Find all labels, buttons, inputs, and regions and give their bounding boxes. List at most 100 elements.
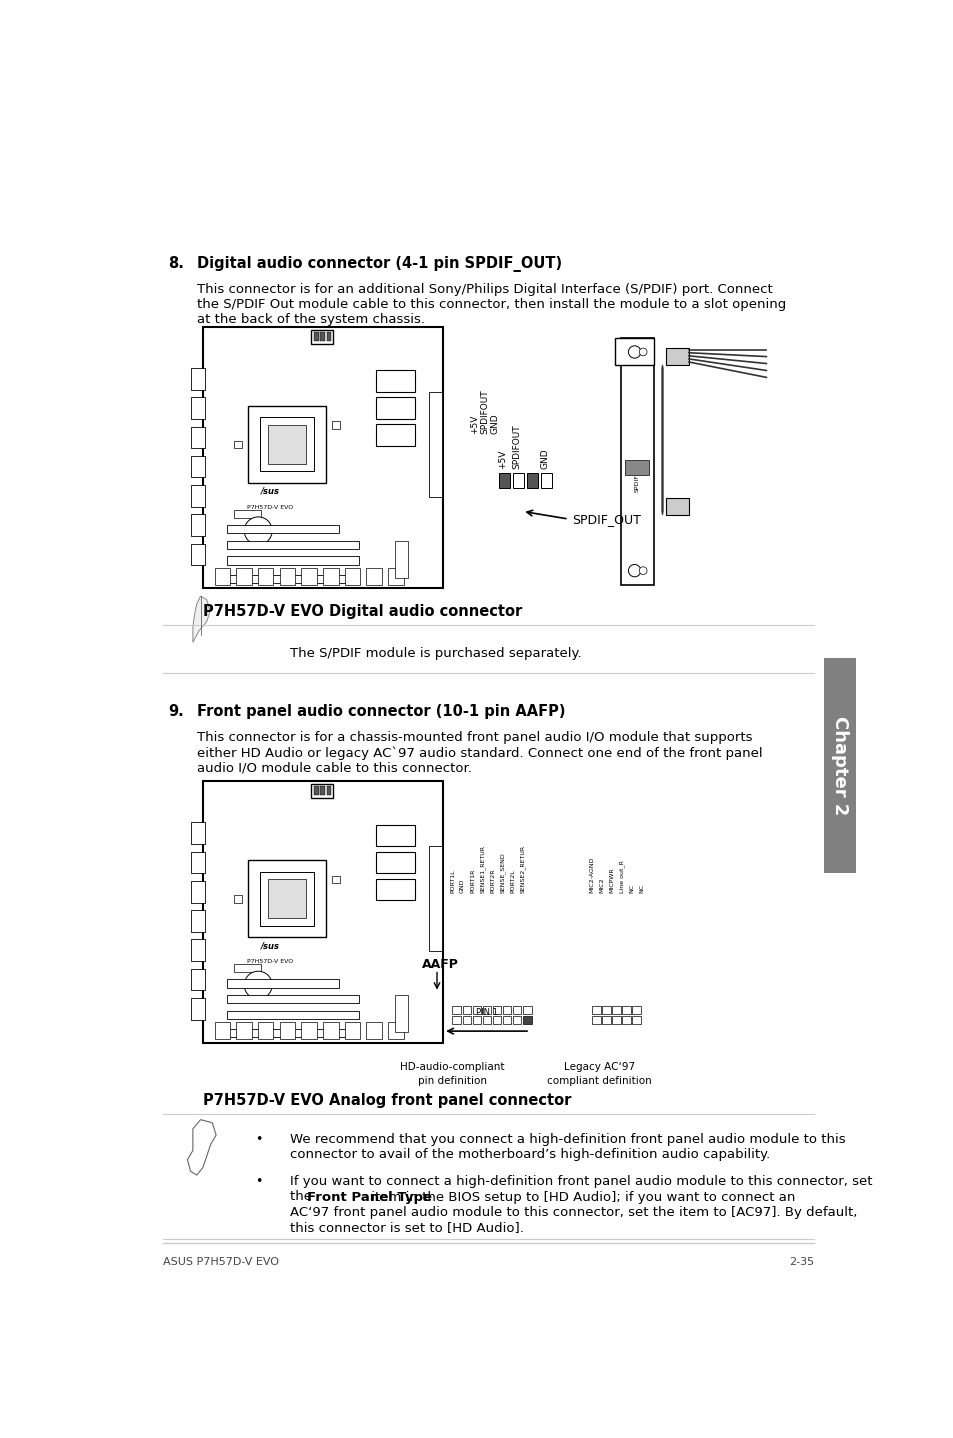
Bar (227, 1011, 358, 1020)
Text: Legacy AC‘97: Legacy AC‘97 (563, 1061, 635, 1071)
Bar (192, 823, 205, 844)
Bar (632, 1005, 640, 1014)
Text: HD-audio-compliant: HD-audio-compliant (400, 1061, 504, 1071)
Bar (452, 1005, 460, 1014)
Text: ASUS P7H57D-V EVO: ASUS P7H57D-V EVO (163, 1257, 279, 1267)
Bar (311, 329, 333, 344)
Bar (513, 473, 523, 489)
Bar (192, 881, 205, 903)
Bar (592, 1005, 599, 1014)
Bar (462, 1005, 471, 1014)
Bar (227, 1030, 358, 1037)
Bar (227, 557, 358, 565)
Bar (192, 910, 205, 932)
Text: PORT1L: PORT1L (450, 869, 455, 893)
Circle shape (628, 565, 640, 577)
Text: NC: NC (639, 883, 644, 893)
Text: P7H57D-V EVO Analog front panel connector: P7H57D-V EVO Analog front panel connecto… (203, 1093, 571, 1107)
Text: SPDIF: SPDIF (634, 475, 639, 492)
Bar (192, 485, 205, 506)
Text: this connector is set to [HD Audio].: this connector is set to [HD Audio]. (290, 1221, 523, 1234)
Text: Chapter 2: Chapter 2 (830, 716, 848, 815)
Bar (192, 456, 205, 477)
Polygon shape (187, 1120, 216, 1175)
Circle shape (244, 516, 272, 545)
Text: 9.: 9. (168, 703, 184, 719)
Bar (366, 568, 381, 584)
Bar (326, 332, 331, 341)
Text: SENSE_SEND: SENSE_SEND (499, 851, 505, 893)
Bar (192, 544, 205, 565)
Text: Front panel audio connector (10-1 pin AAFP): Front panel audio connector (10-1 pin AA… (196, 703, 565, 719)
Bar (375, 371, 415, 393)
Bar (257, 1022, 274, 1038)
Bar (332, 876, 339, 883)
Bar (540, 473, 551, 489)
Text: P7H57D-V EVO: P7H57D-V EVO (247, 959, 293, 963)
Bar (395, 541, 407, 578)
Bar (279, 568, 294, 584)
Bar (388, 1022, 403, 1038)
Bar (227, 979, 339, 988)
Bar (248, 406, 325, 483)
Text: either HD Audio or legacy AC`97 audio standard. Connect one end of the front pan: either HD Audio or legacy AC`97 audio st… (196, 746, 761, 759)
Text: AAFP: AAFP (421, 958, 457, 971)
Bar (233, 510, 261, 518)
Bar (323, 568, 338, 584)
Text: at the back of the system chassis.: at the back of the system chassis. (196, 313, 424, 326)
Text: PORT2R: PORT2R (490, 869, 495, 893)
Bar (452, 1015, 460, 1024)
Bar (192, 427, 205, 449)
Bar (236, 568, 252, 584)
Text: pin definition: pin definition (417, 1076, 486, 1086)
Bar (268, 880, 306, 917)
Bar (462, 1015, 471, 1024)
Bar (279, 1022, 294, 1038)
Bar (513, 1015, 521, 1024)
Text: GND: GND (490, 414, 499, 434)
Text: PIN 1: PIN 1 (476, 1008, 497, 1017)
Bar (375, 397, 415, 418)
Bar (227, 525, 339, 533)
Text: item in the BIOS setup to [HD Audio]; if you want to connect an: item in the BIOS setup to [HD Audio]; if… (367, 1191, 795, 1204)
Bar (601, 1005, 610, 1014)
Bar (227, 575, 358, 584)
Text: the S/PDIF Out module cable to this connector, then install the module to a slot: the S/PDIF Out module cable to this conn… (196, 298, 785, 311)
Bar (192, 515, 205, 536)
Bar (375, 851, 415, 873)
Text: 8.: 8. (168, 256, 184, 270)
Bar (621, 1005, 630, 1014)
Text: GND: GND (459, 879, 465, 893)
Bar (314, 332, 318, 341)
Bar (192, 397, 205, 418)
Text: This connector is for a chassis-mounted front panel audio I/O module that suppor: This connector is for a chassis-mounted … (196, 731, 752, 743)
Bar (192, 851, 205, 873)
Text: MICPWR: MICPWR (609, 867, 614, 893)
Text: audio I/O module cable to this connector.: audio I/O module cable to this connector… (196, 762, 471, 775)
Text: SPDIF_OUT: SPDIF_OUT (572, 512, 640, 525)
Text: The S/PDIF module is purchased separately.: The S/PDIF module is purchased separatel… (290, 647, 580, 660)
Bar (214, 1022, 230, 1038)
Bar (493, 1015, 500, 1024)
Bar (601, 1015, 610, 1024)
Bar (375, 424, 415, 446)
Text: +5V: +5V (469, 416, 478, 434)
Bar (632, 1015, 640, 1024)
Bar (203, 326, 443, 588)
Bar (665, 499, 688, 515)
Bar (192, 939, 205, 961)
Bar (344, 568, 360, 584)
Text: SENSE1_RETUR: SENSE1_RETUR (479, 844, 485, 893)
Text: NC: NC (629, 883, 634, 893)
Circle shape (639, 567, 646, 575)
Bar (257, 568, 274, 584)
Bar (320, 787, 325, 795)
Bar (236, 1022, 252, 1038)
Bar (301, 1022, 316, 1038)
Bar (612, 1005, 620, 1014)
Bar (502, 1015, 511, 1024)
Text: P7H57D-V EVO Digital audio connector: P7H57D-V EVO Digital audio connector (203, 604, 521, 618)
Bar (482, 1015, 491, 1024)
Bar (203, 781, 443, 1043)
Bar (612, 1015, 620, 1024)
